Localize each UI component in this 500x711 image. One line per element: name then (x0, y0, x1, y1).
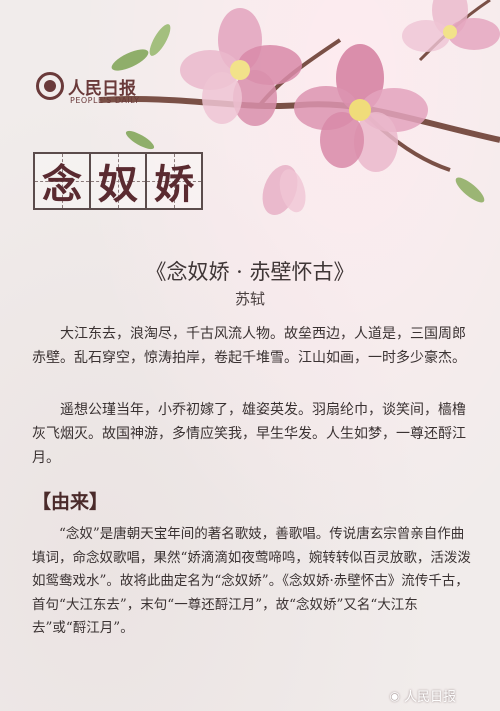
logo-cn-text: 人民日报 (68, 79, 136, 99)
title-grid: 念 奴 娇 (33, 152, 203, 210)
poem-author: 苏轼 (234, 290, 265, 308)
plum-blossom-illustration (99, 0, 500, 216)
poem-stanza-2: 遥想公瑾当年，小乔初嫁了，雄姿英发。羽扇纶巾，谈笑间，樯橹灰飞烟灭。故国神游，多… (32, 402, 466, 466)
title-char: 娇 (154, 161, 194, 208)
poem-title: 《念奴娇 · 赤壁怀古》 (145, 260, 355, 284)
logo-en-text: PEOPLE'S DAILY (70, 96, 140, 105)
title-char-box: 娇 (145, 152, 203, 210)
weibo-watermark: ◉ 人民日报 (389, 686, 457, 706)
peoples-daily-logo: 人民日报 PEOPLE'S DAILY (36, 72, 186, 112)
at-icon (36, 72, 64, 100)
origin-heading: 【由来】 (32, 491, 109, 513)
title-char: 念 (42, 161, 82, 208)
title-char-box: 奴 (89, 152, 147, 210)
title-char: 奴 (98, 161, 138, 208)
poem-stanza-1: 大江东去，浪淘尽，千古风流人物。故垒西边，人道是，三国周郎赤壁。乱石穿空，惊涛拍… (32, 326, 466, 366)
origin-text: “念奴”是唐朝天宝年间的著名歌妓，善歌唱。传说唐玄宗曾亲自作曲填词，命念奴歌唱，… (32, 526, 471, 636)
weibo-icon: ◉ (389, 688, 400, 703)
watermark-text: 人民日报 (403, 690, 456, 705)
title-char-box: 念 (33, 152, 91, 210)
